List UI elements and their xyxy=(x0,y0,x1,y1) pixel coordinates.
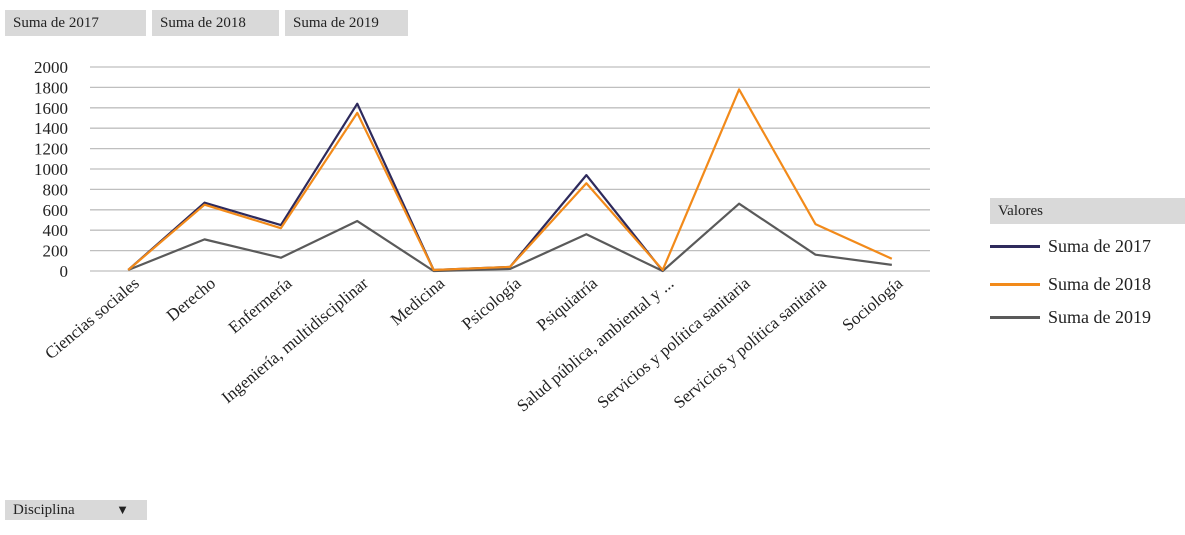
legend-swatch-2018 xyxy=(990,283,1040,286)
x-tick-label: Ingeniería, multidisciplinar xyxy=(218,273,372,407)
x-tick-label: Psiquiatría xyxy=(533,273,601,335)
legend-label-2018: Suma de 2018 xyxy=(1048,274,1151,294)
series-line-2 xyxy=(127,202,892,273)
x-tick-label: Psicología xyxy=(458,273,525,333)
x-tick-label: Servicios y política sanitaria xyxy=(670,273,830,412)
y-tick-label: 1400 xyxy=(34,119,68,138)
x-tick-label: Derecho xyxy=(163,274,219,326)
x-tick-label: Sociología xyxy=(838,273,906,335)
x-tick-label: Enfermería xyxy=(225,273,296,337)
field-button-2018[interactable]: Suma de 2018 xyxy=(152,10,279,36)
y-tick-label: 400 xyxy=(43,221,69,240)
dropdown-arrow-icon: ▼ xyxy=(116,502,129,517)
y-tick-label: 1000 xyxy=(34,160,68,179)
legend-item-2019: Suma de 2019 xyxy=(990,305,1185,329)
disciplina-filter-button[interactable]: Disciplina ▼ xyxy=(5,500,147,520)
legend-label-2019: Suma de 2019 xyxy=(1048,307,1151,327)
legend-item-2018: Suma de 2018 xyxy=(990,272,1185,296)
legend-item-2017: Suma de 2017 xyxy=(990,234,1185,258)
x-tick-label: Servicios y política sanitaria xyxy=(594,273,754,412)
y-tick-label: 1800 xyxy=(34,78,68,97)
x-tick-label: Salud pública, ambiental y ... xyxy=(513,274,677,416)
y-tick-label: 2000 xyxy=(34,58,68,77)
chart-grid xyxy=(90,66,930,272)
legend-swatch-2019 xyxy=(990,316,1040,319)
y-tick-label: 200 xyxy=(43,242,69,261)
legend-swatch-2017 xyxy=(990,245,1040,248)
legend-label-2017: Suma de 2017 xyxy=(1048,236,1151,256)
chart-series xyxy=(127,88,893,273)
y-tick-label: 800 xyxy=(43,180,69,199)
y-tick-label: 600 xyxy=(43,201,69,220)
x-tick-label: Ciencias sociales xyxy=(41,274,143,364)
y-tick-label: 1200 xyxy=(34,140,68,159)
filter-label: Disciplina xyxy=(13,502,75,518)
x-tick-label: Medicina xyxy=(387,273,449,329)
series-line-0 xyxy=(127,102,664,272)
y-tick-label: 0 xyxy=(60,262,69,281)
legend-title[interactable]: Valores xyxy=(990,198,1185,224)
y-tick-label: 1600 xyxy=(34,99,68,118)
field-button-2019[interactable]: Suma de 2019 xyxy=(285,10,408,36)
x-axis-ticks: Ciencias sociales Derecho EnfermeríaIngeni… xyxy=(41,273,907,415)
field-button-2017[interactable]: Suma de 2017 xyxy=(5,10,146,36)
series-line-1 xyxy=(127,88,893,272)
